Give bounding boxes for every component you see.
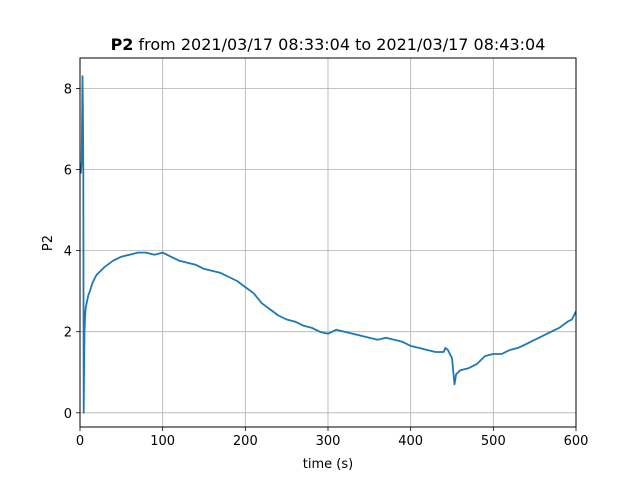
y-tick-label: 0 [64, 407, 72, 422]
chart-title-rest: from 2021/03/17 08:33:04 to 2021/03/17 0… [133, 35, 545, 54]
x-tick-label: 100 [150, 434, 175, 449]
data-series [79, 75, 577, 414]
chart-title-bold: P2 [111, 35, 134, 54]
y-axis-label: P2 [41, 235, 56, 251]
series-line [79, 75, 577, 414]
y-tick-label: 2 [64, 326, 72, 341]
chart-title: P2 from 2021/03/17 08:33:04 to 2021/03/1… [111, 35, 546, 54]
x-tick-label: 300 [316, 434, 341, 449]
x-tick-label: 0 [76, 434, 84, 449]
y-tick-label: 4 [64, 245, 72, 260]
x-tick-label: 600 [564, 434, 589, 449]
x-tick-label: 200 [233, 434, 258, 449]
x-axis: 0 100 200 300 400 500 600 [76, 427, 589, 449]
grid [79, 58, 577, 427]
y-tick-label: 8 [64, 82, 72, 97]
x-tick-label: 500 [481, 434, 506, 449]
y-tick-label: 6 [64, 164, 72, 179]
y-axis: 0 2 4 6 8 [64, 82, 80, 422]
x-axis-label: time (s) [303, 457, 353, 472]
x-tick-label: 400 [398, 434, 423, 449]
